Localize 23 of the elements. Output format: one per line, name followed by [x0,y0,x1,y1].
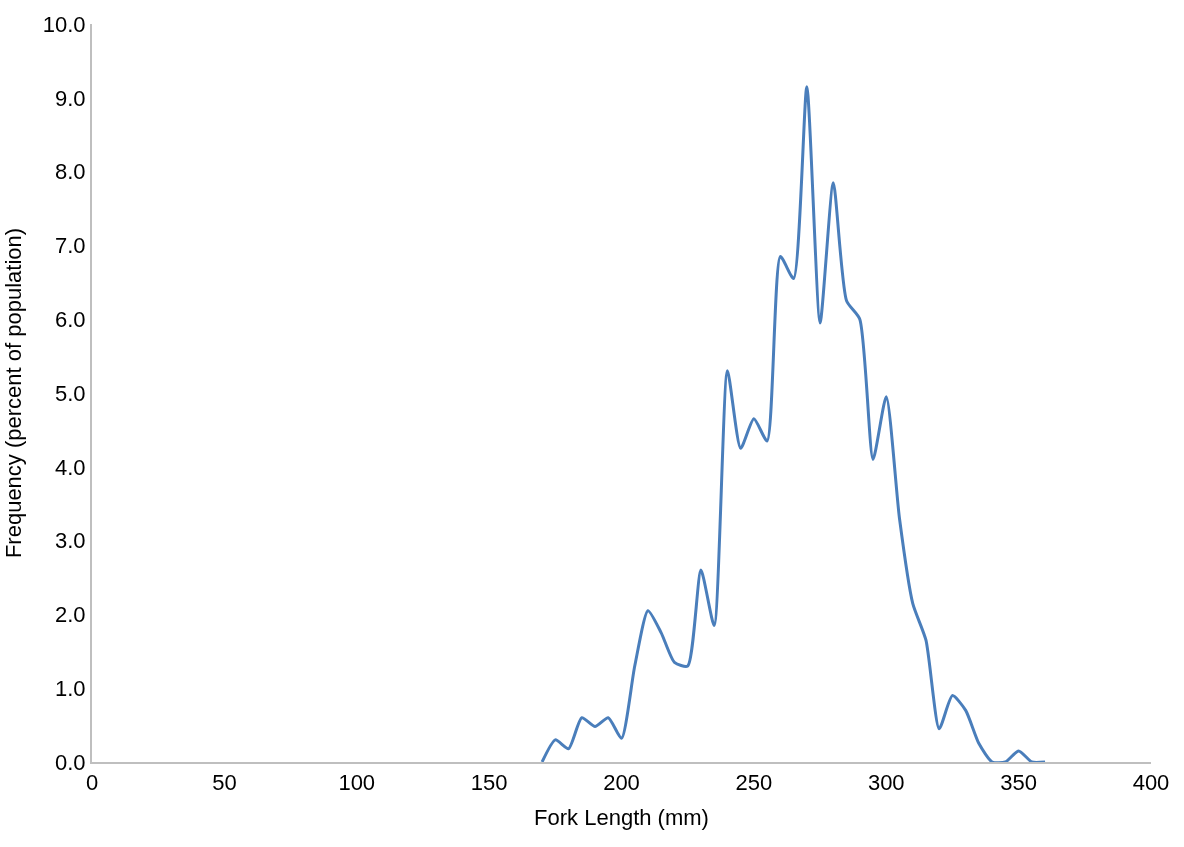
x-tick-label: 50 [212,770,237,796]
y-tick-label: 8.0 [55,159,86,185]
x-tick-label: 200 [603,770,640,796]
line-series [540,85,1047,762]
y-tick-label: 9.0 [55,85,86,111]
y-tick-label: 7.0 [55,233,86,259]
x-tick-label: 0 [85,770,99,796]
x-tick-label: 150 [470,770,508,796]
x-tick-label: 400 [1132,770,1170,796]
y-tick-label: 4.0 [55,454,86,480]
x-tick-label: 250 [735,770,773,796]
y-tick-label: 10.0 [42,11,86,37]
x-tick-label: 350 [1000,770,1037,796]
y-tick-label: 5.0 [55,380,86,406]
x-tick-label: 100 [338,770,376,796]
y-tick-label: 2.0 [55,602,86,628]
y-tick-label: 0.0 [55,749,86,775]
y-tick-label: 1.0 [55,675,86,701]
y-tick-label: 3.0 [55,528,86,554]
y-tick-label: 6.0 [55,306,86,332]
x-tick-label: 300 [867,770,905,796]
y-axis-title: Frequency (percent of population) [1,227,27,559]
x-axis-title: Fork Length (mm) [534,804,709,830]
